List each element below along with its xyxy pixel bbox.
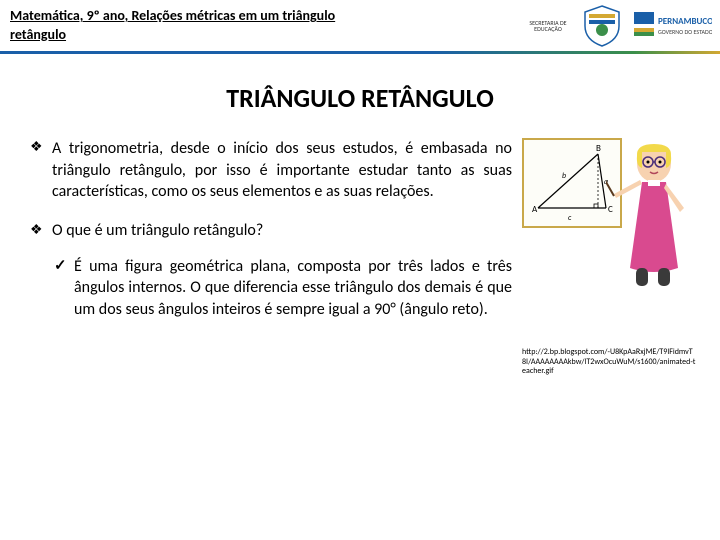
svg-text:PERNAMBUCO: PERNAMBUCO [658, 16, 712, 27]
content-area: A trigonometria, desde o início dos seus… [0, 138, 720, 377]
svg-text:GOVERNO DO ESTADO: GOVERNO DO ESTADO [658, 28, 712, 36]
pernambuco-logo: PERNAMBUCO GOVERNO DO ESTADO [632, 6, 712, 46]
header-title: Matemática, 9º ano, Relações métricas em… [10, 7, 340, 43]
svg-text:c: c [568, 213, 572, 223]
main-title: TRIÂNGULO RETÂNGULO [0, 82, 720, 114]
illustration-column: A B C a b c [522, 138, 700, 377]
image-credit: http://2.bp.blogspot.com/-U8KpAaRxjME/T9… [522, 348, 700, 377]
shield-logo [578, 4, 626, 48]
teacher-figure [606, 138, 696, 288]
slide-header: Matemática, 9º ano, Relações métricas em… [0, 0, 720, 54]
answer-text: É uma figura geométrica plana, composta … [30, 256, 512, 321]
vertex-b-label: B [596, 143, 601, 154]
secretaria-logo: SECRETARIA DE EDUCAÇÃO [524, 4, 572, 48]
text-column: A trigonometria, desde o início dos seus… [30, 138, 512, 377]
vertex-a-label: A [532, 204, 538, 215]
header-logos: SECRETARIA DE EDUCAÇÃO PERNAMBUCO GOVERN… [524, 4, 712, 48]
intro-paragraph: A trigonometria, desde o início dos seus… [30, 138, 512, 203]
svg-text:b: b [562, 171, 566, 181]
teacher-illustration: A B C a b c [522, 138, 696, 288]
question-text: O que é um triângulo retângulo? [30, 221, 512, 240]
